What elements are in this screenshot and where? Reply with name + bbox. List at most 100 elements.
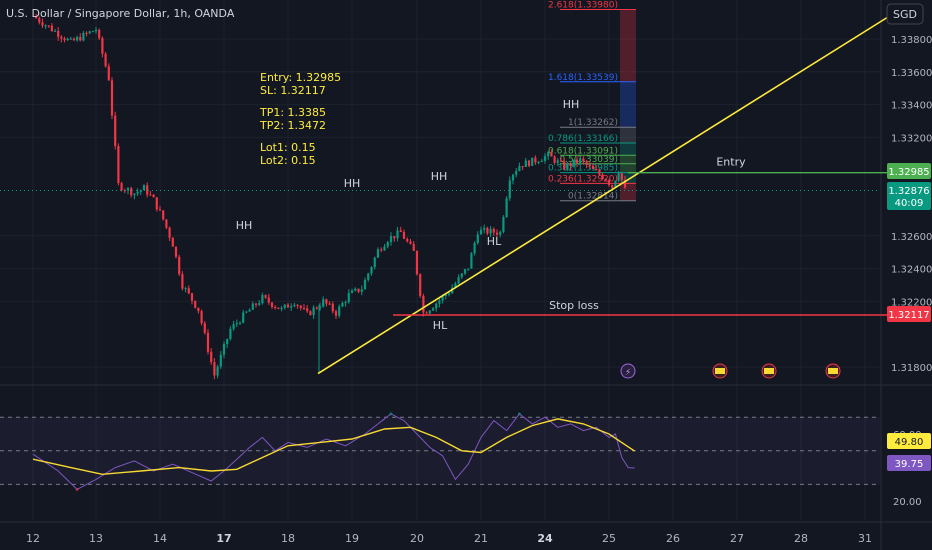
y-tick-label: 1.33800 xyxy=(891,35,932,46)
fib-level-label: 0.618(1.33091) xyxy=(548,146,618,156)
fib-zone xyxy=(620,183,636,201)
candle-body xyxy=(219,354,222,367)
candle-body xyxy=(306,308,309,312)
swing-label-hl: HL xyxy=(487,235,502,248)
candle-body xyxy=(251,303,254,310)
candle-body xyxy=(94,29,98,32)
lightning-glyph-icon: ⚡ xyxy=(625,368,631,378)
candle-body xyxy=(210,351,213,363)
candle-body xyxy=(155,197,158,210)
candle-body xyxy=(110,80,114,116)
entry-price-tag xyxy=(887,163,931,179)
candle-body xyxy=(104,53,107,67)
fib-level-label: 1.618(1.33539) xyxy=(548,73,618,83)
x-tick-label: 17 xyxy=(216,532,231,545)
candle-body xyxy=(293,304,296,307)
x-tick-label: 26 xyxy=(666,532,680,545)
candle-body xyxy=(222,344,226,355)
stop-loss-line-label: Stop loss xyxy=(549,299,599,312)
x-tick-label: 21 xyxy=(474,532,488,545)
candle-body xyxy=(354,288,357,291)
candle-body xyxy=(197,307,200,312)
candle-body xyxy=(373,257,376,268)
y-tick-label: 1.32200 xyxy=(891,297,932,308)
candle-body xyxy=(190,293,194,301)
candle-body xyxy=(184,288,187,290)
x-tick-label: 19 xyxy=(345,532,359,545)
lightning-event-icon[interactable] xyxy=(620,363,636,379)
rsi-tick-label: 20.00 xyxy=(893,497,922,508)
drawings[interactable]: Entry Stop loss HH HH HH HH HL HL xyxy=(236,16,889,375)
candle-body xyxy=(380,249,383,251)
swing-label-hh: HH xyxy=(563,98,580,111)
candle-body xyxy=(50,25,53,32)
axes: 1.33800 1.33600 1.33400 1.33200 1.32600 1.324… xyxy=(26,35,932,545)
candle-body xyxy=(406,238,409,242)
candle-body xyxy=(473,242,476,254)
candle-body xyxy=(591,165,595,169)
candle-body xyxy=(133,193,136,196)
fib-zone xyxy=(620,163,636,173)
stop-price-tag xyxy=(887,306,931,322)
trend-line[interactable] xyxy=(317,16,889,375)
candle-body xyxy=(396,230,399,239)
entry-line-label: Entry xyxy=(716,156,746,169)
candle-body xyxy=(347,292,350,302)
swing-label-hh: HH xyxy=(431,170,448,183)
candle-body xyxy=(72,38,76,41)
x-tick-label: 28 xyxy=(794,532,808,545)
fib-extension[interactable]: 2.618(1.33980) 1.618(1.33539) 1(1.33262) 0.… xyxy=(548,0,636,202)
x-tick-label: 31 xyxy=(858,532,872,545)
current-price-tag xyxy=(887,182,931,210)
swing-label-hh: HH xyxy=(236,219,253,232)
candle-body xyxy=(457,277,460,284)
candle-body xyxy=(569,163,572,167)
price-tags: 1.32985 1.32876 40:09 1.32117 49.80 39.7… xyxy=(887,163,931,471)
y-tick-label: 1.32400 xyxy=(891,265,932,276)
candle-body xyxy=(85,32,88,34)
candle-body xyxy=(248,309,251,312)
fib-level-label: 1(1.33262) xyxy=(568,118,618,128)
candle-body xyxy=(57,30,60,37)
candle-body xyxy=(419,274,422,296)
candle-body xyxy=(328,303,331,305)
x-tick-label: 27 xyxy=(730,532,744,545)
fib-zone xyxy=(620,142,636,156)
x-tick-label: 14 xyxy=(153,532,167,545)
price-candles xyxy=(0,13,880,380)
candle-body xyxy=(66,38,69,41)
candle-body xyxy=(44,25,47,27)
candle-body xyxy=(447,293,451,295)
y-tick-label: 1.32600 xyxy=(891,232,932,243)
x-tick-label: 12 xyxy=(26,532,40,545)
candle-body xyxy=(299,305,302,309)
candle-body xyxy=(425,312,428,314)
candle-body xyxy=(309,311,312,315)
candle-body xyxy=(152,194,155,198)
candle-body xyxy=(527,160,531,166)
candle-body xyxy=(483,227,486,230)
candle-body xyxy=(620,173,623,180)
candle-body xyxy=(79,36,82,41)
fib-level-label: 0.5(1.33039) xyxy=(559,155,618,165)
candle-body xyxy=(341,303,344,307)
event-markers[interactable]: ⚡ xyxy=(620,363,841,379)
candle-body xyxy=(350,290,354,293)
rsi-value-tag-label: 39.75 xyxy=(895,459,924,470)
candle-body xyxy=(245,311,248,313)
candle-body xyxy=(601,174,604,179)
candle-body xyxy=(607,180,611,185)
candle-body xyxy=(399,230,402,233)
candle-body xyxy=(136,191,139,194)
candle-body xyxy=(130,188,133,196)
candle-body xyxy=(318,306,322,309)
x-tick-label: 24 xyxy=(537,532,553,545)
candle-body xyxy=(101,38,104,54)
candle-body xyxy=(559,160,563,162)
swing-label-hl: HL xyxy=(433,319,448,332)
candle-body xyxy=(383,246,386,251)
candle-body xyxy=(120,183,123,191)
currency-badge[interactable]: SGD xyxy=(886,3,924,25)
